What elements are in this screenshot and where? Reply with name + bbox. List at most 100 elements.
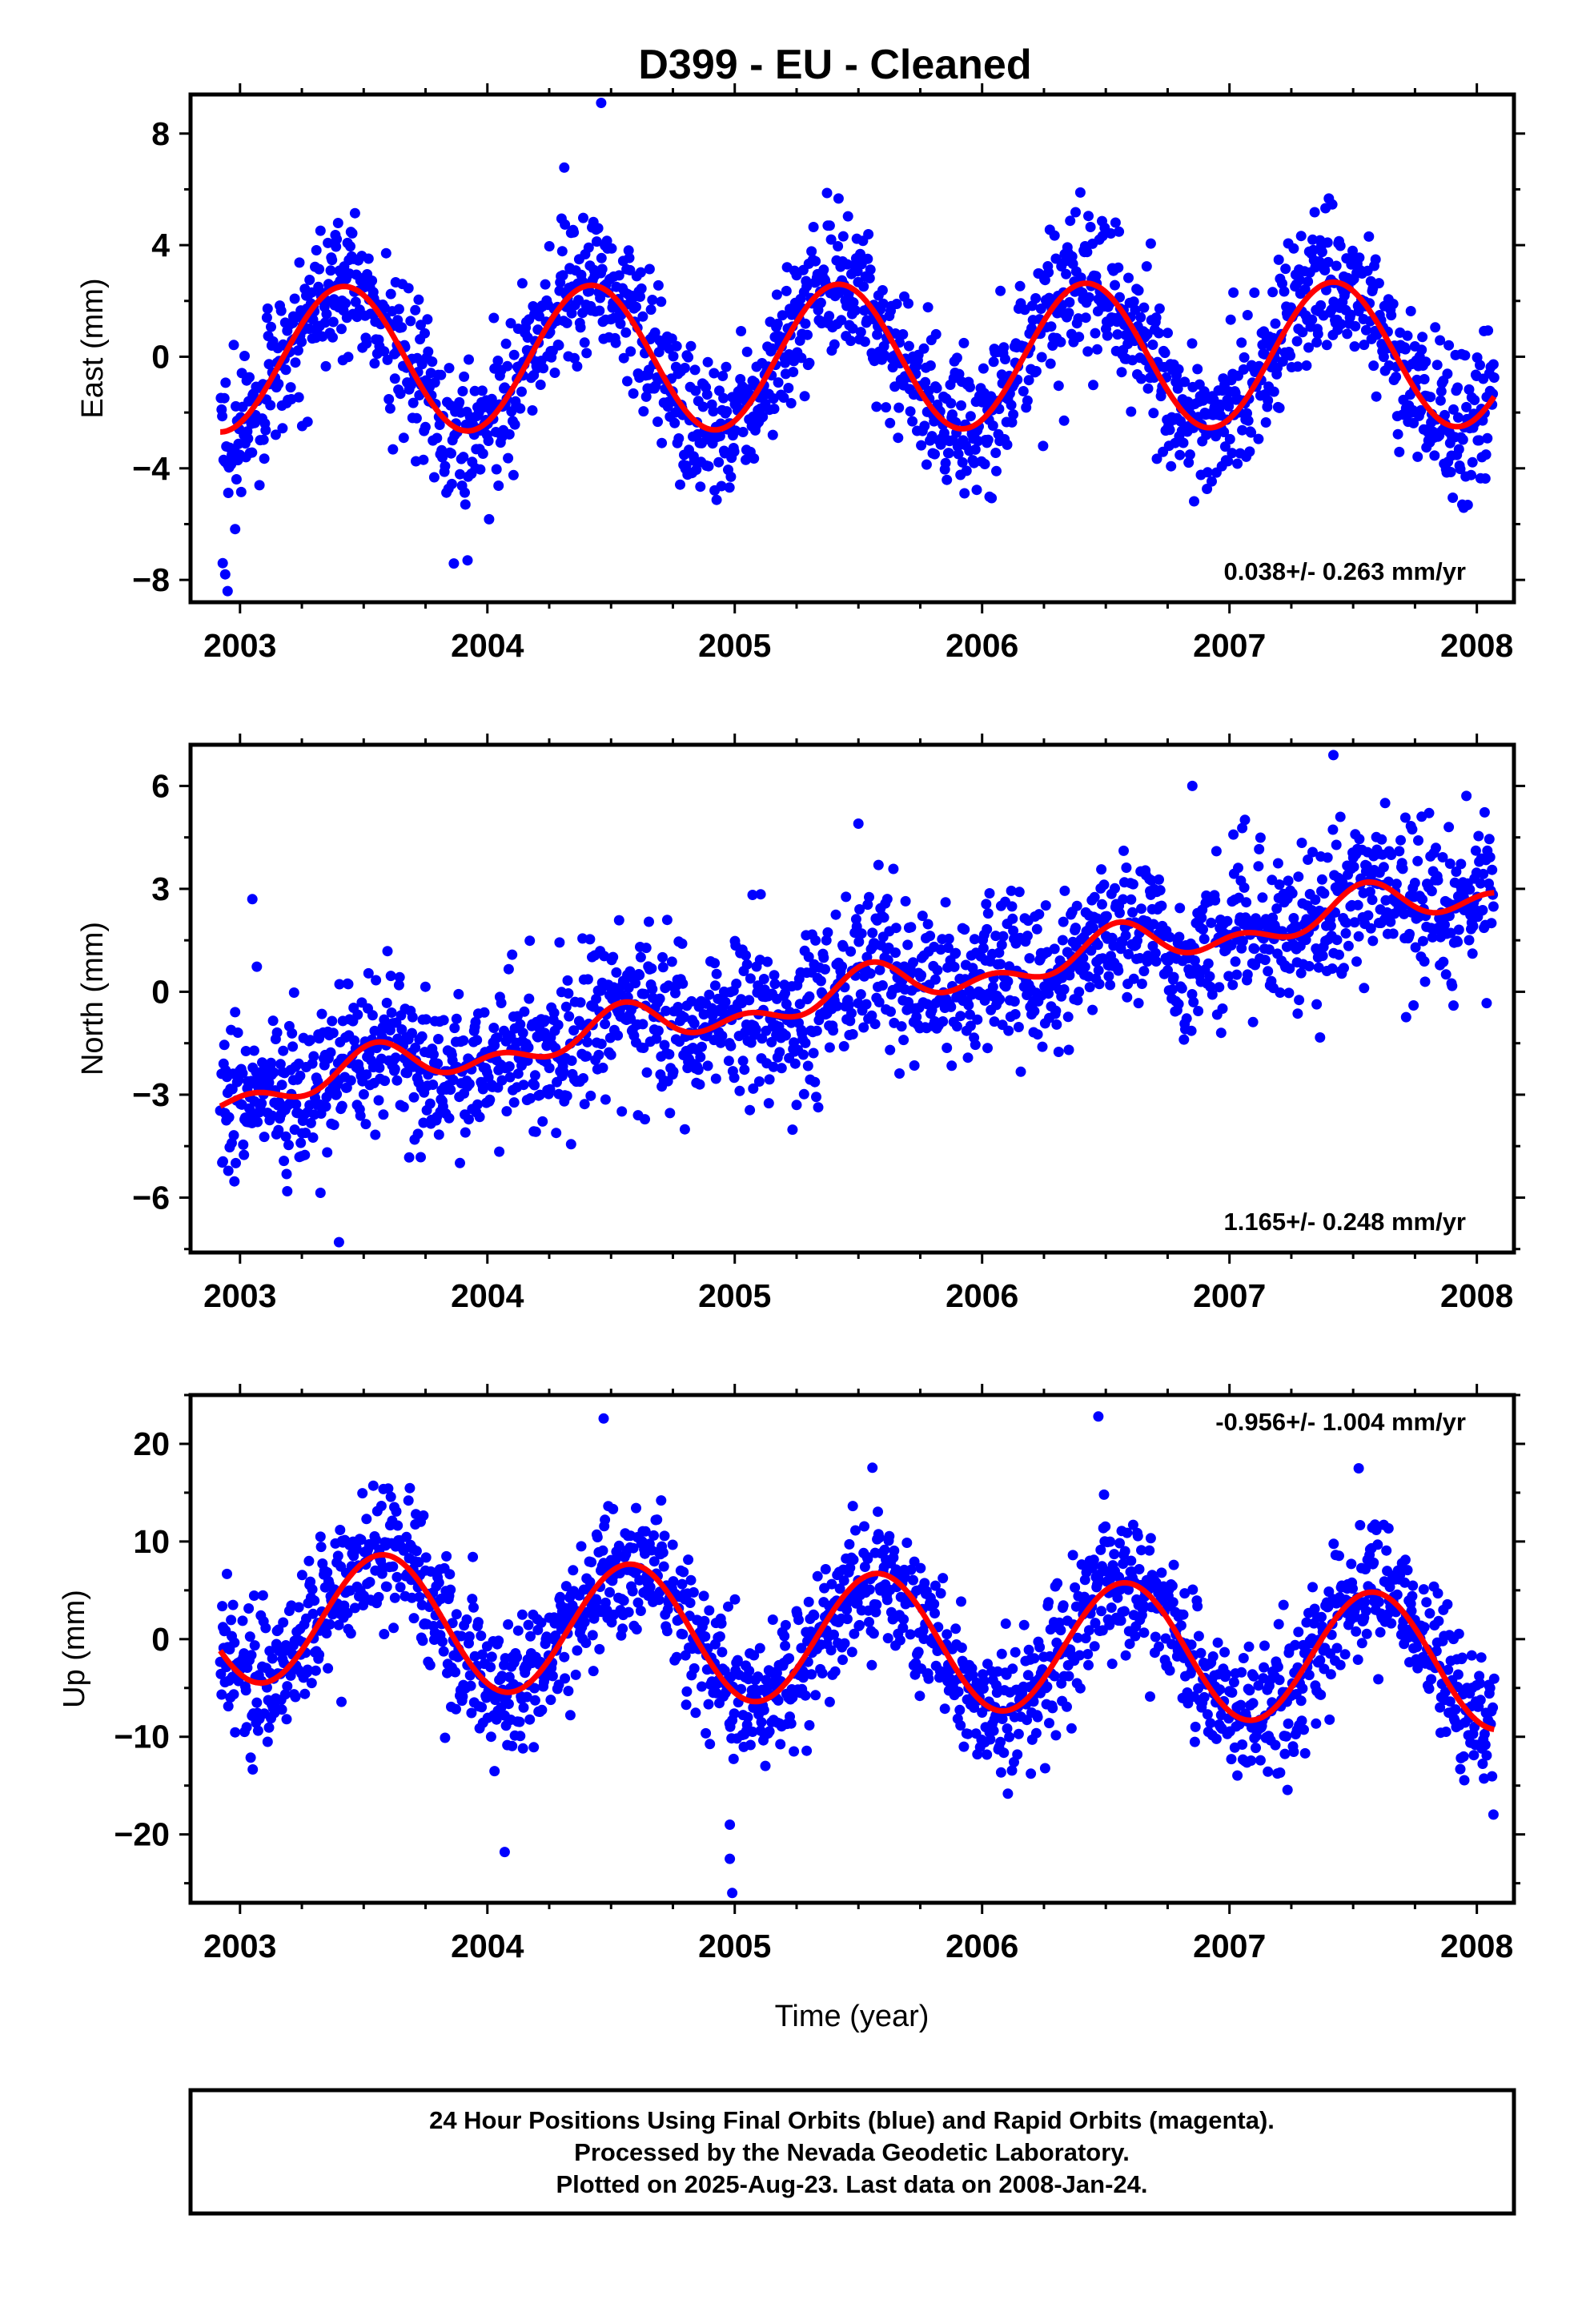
data-point: [1080, 1633, 1091, 1644]
data-point: [270, 429, 281, 440]
data-point: [307, 1584, 318, 1595]
data-point: [562, 975, 573, 986]
data-point: [640, 1114, 650, 1125]
data-point: [252, 1116, 263, 1128]
data-point: [645, 304, 656, 316]
data-point: [1473, 830, 1484, 842]
data-point: [1387, 928, 1399, 939]
data-point: [780, 1030, 791, 1041]
data-point: [659, 1039, 670, 1051]
data-point: [1310, 895, 1321, 905]
data-point: [1164, 424, 1175, 436]
data-point: [987, 981, 998, 992]
data-point: [958, 337, 970, 348]
data-point: [881, 402, 892, 413]
data-point: [1244, 446, 1255, 457]
data-point: [576, 1541, 587, 1552]
data-point: [1052, 1578, 1063, 1589]
data-point: [1223, 971, 1235, 982]
data-point: [1439, 409, 1450, 420]
data-point: [1148, 408, 1159, 419]
data-point: [930, 448, 940, 460]
data-point: [1259, 955, 1271, 966]
data-point: [877, 298, 889, 309]
data-point: [504, 428, 515, 440]
data-point: [965, 1020, 976, 1031]
data-point: [1267, 875, 1278, 886]
data-point: [1082, 247, 1093, 258]
data-point: [1392, 428, 1403, 440]
data-point: [1307, 234, 1318, 245]
data-point: [652, 1514, 663, 1526]
data-point: [679, 363, 690, 373]
data-point: [677, 978, 689, 989]
data-point: [413, 294, 424, 305]
data-point: [261, 312, 272, 324]
data-point: [918, 343, 930, 354]
data-point: [1272, 858, 1283, 869]
data-point: [1322, 852, 1333, 863]
data-point: [1371, 391, 1382, 402]
data-point: [488, 1023, 500, 1033]
data-point: [849, 1628, 860, 1639]
data-point: [1464, 935, 1475, 946]
data-point: [594, 305, 605, 316]
data-point: [333, 1619, 344, 1630]
data-point: [1023, 1644, 1034, 1655]
data-point: [1294, 995, 1305, 1006]
data-point: [635, 267, 646, 278]
data-point: [361, 1514, 372, 1525]
data-point: [1050, 1730, 1062, 1741]
data-point: [1423, 807, 1435, 818]
data-point: [950, 947, 962, 959]
data-point: [1368, 360, 1379, 372]
data-point: [223, 1165, 234, 1176]
data-point: [1479, 806, 1490, 818]
data-point: [285, 382, 296, 393]
data-point: [1394, 446, 1405, 457]
data-point: [877, 285, 888, 296]
data-point: [900, 895, 911, 907]
y-tick-label: 0: [151, 973, 170, 1010]
data-point: [1359, 983, 1370, 994]
data-point: [485, 1731, 496, 1743]
data-point: [618, 1595, 629, 1606]
data-point: [252, 1725, 263, 1736]
data-point: [885, 1006, 896, 1017]
data-point: [306, 1678, 317, 1689]
data-point: [771, 289, 782, 300]
x-tick-label: 2007: [1193, 627, 1266, 664]
data-point: [737, 1055, 749, 1067]
data-point: [1034, 909, 1045, 920]
data-point: [1110, 279, 1120, 291]
data-point: [385, 1491, 396, 1502]
data-point: [946, 398, 957, 409]
data-point: [349, 1602, 360, 1614]
data-point: [666, 333, 677, 344]
data-point: [769, 970, 780, 981]
x-tick-label: 2003: [203, 627, 276, 664]
data-point: [328, 1120, 339, 1131]
data-point: [544, 241, 555, 251]
data-point: [551, 1128, 562, 1139]
data-point: [564, 1011, 575, 1022]
data-point: [690, 1707, 701, 1719]
data-point: [1237, 935, 1248, 947]
data-point: [1427, 931, 1438, 943]
data-point: [227, 1599, 239, 1610]
data-point: [1075, 272, 1086, 283]
data-point: [994, 994, 1006, 1005]
data-point: [563, 988, 574, 999]
data-point: [336, 1696, 347, 1707]
data-point: [416, 1031, 428, 1042]
data-point: [809, 1610, 820, 1621]
data-point: [1311, 337, 1323, 348]
data-point: [268, 1067, 279, 1078]
data-point: [631, 1624, 642, 1634]
data-point: [1156, 900, 1167, 911]
data-point: [1354, 252, 1365, 263]
data-point: [1488, 901, 1499, 912]
data-point: [351, 1542, 362, 1553]
data-point: [569, 352, 580, 364]
data-point: [1315, 300, 1327, 311]
